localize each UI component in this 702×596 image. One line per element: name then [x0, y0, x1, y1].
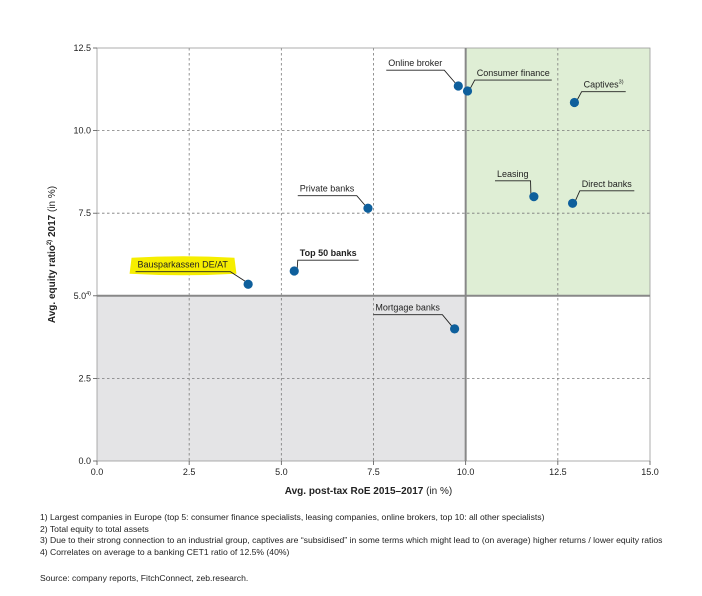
x-tick-label: 5.0: [275, 467, 288, 477]
point-group-mortgage-banks: Mortgage banks: [373, 303, 460, 334]
y-axis-label: Avg. equity ratio2) 2017 (in %): [47, 186, 58, 323]
point-label: Consumer finance: [477, 68, 550, 78]
footnote-3: 3) Due to their strong connection to an …: [40, 535, 663, 545]
x-tick-label: 2.5: [183, 467, 196, 477]
y-tick-label: 10.0: [73, 126, 91, 136]
point-label: Direct banks: [582, 179, 633, 189]
footnote-1: 1) Largest companies in Europe (top 5: c…: [40, 512, 545, 522]
point-group-leasing: Leasing: [495, 169, 539, 202]
point-label: Online broker: [388, 58, 442, 68]
data-point: [529, 192, 539, 202]
leader-line: [575, 190, 635, 201]
leader-line: [296, 259, 359, 269]
point-group-top-50-banks: Top 50 banks: [289, 248, 359, 276]
leader-line: [495, 180, 532, 194]
x-tick-label: 7.5: [367, 467, 380, 477]
x-tick-label: 10.0: [457, 467, 475, 477]
point-label: Captives3): [584, 80, 624, 90]
point-group-online-broker: Online broker: [386, 58, 463, 91]
y-tick-label: 12.5: [73, 43, 91, 53]
grid-lines: [97, 48, 650, 461]
data-point: [569, 97, 580, 108]
footnote-2: 2) Total equity to total assets: [40, 523, 149, 534]
point-group-bausparkassen-de-at: Bausparkassen DE/AT: [129, 256, 253, 289]
footnote-4: 4) Correlates on average to a banking CE…: [40, 546, 290, 557]
data-point: [363, 203, 373, 213]
x-axis-label: Avg. post-tax RoE 2015–2017 (in %): [285, 486, 453, 497]
y-tick-label: 0.0: [78, 456, 91, 466]
leader-line: [470, 79, 552, 89]
data-point: [450, 324, 460, 334]
point-label: Leasing: [497, 169, 529, 179]
leader-line: [386, 69, 456, 84]
x-tick-label: 12.5: [549, 467, 567, 477]
point-label: Private banks: [300, 184, 355, 194]
point-label: Top 50 banks: [300, 248, 357, 258]
y-tick-label: 2.5: [78, 373, 91, 383]
leader-line: [135, 271, 246, 282]
x-tick-label: 0.0: [91, 467, 104, 477]
point-group-private-banks: Private banks: [297, 184, 373, 213]
highlight-marker: [129, 256, 237, 276]
leader-line: [297, 195, 366, 206]
data-point: [567, 198, 578, 208]
x-tick-label: 15.0: [641, 467, 659, 477]
data-point: [243, 279, 253, 289]
point-label: Bausparkassen DE/AT: [138, 260, 229, 270]
data-point: [453, 81, 463, 91]
y-tick-label: 5.04): [74, 291, 92, 301]
y-tick-label: 7.5: [78, 208, 91, 218]
data-point: [289, 266, 299, 276]
point-group-captives: Captives3): [569, 80, 626, 108]
scatter-chart: 0.0 2.5 5.0 7.5 10.0 12.5 15.0 0.0 2.5 5.04) 7.5 10…: [47, 43, 659, 497]
leader-line: [373, 314, 452, 327]
data-point: [462, 86, 473, 96]
point-label: Mortgage banks: [375, 303, 440, 313]
point-group-consumer-finance: Consumer finance: [462, 68, 552, 96]
source-note: Source: company reports, FitchConnect, z…: [40, 573, 249, 583]
leader-line: [577, 91, 626, 100]
footnotes: 1) Largest companies in Europe (top 5: c…: [40, 512, 662, 558]
point-group-direct-banks: Direct banks: [567, 179, 635, 208]
